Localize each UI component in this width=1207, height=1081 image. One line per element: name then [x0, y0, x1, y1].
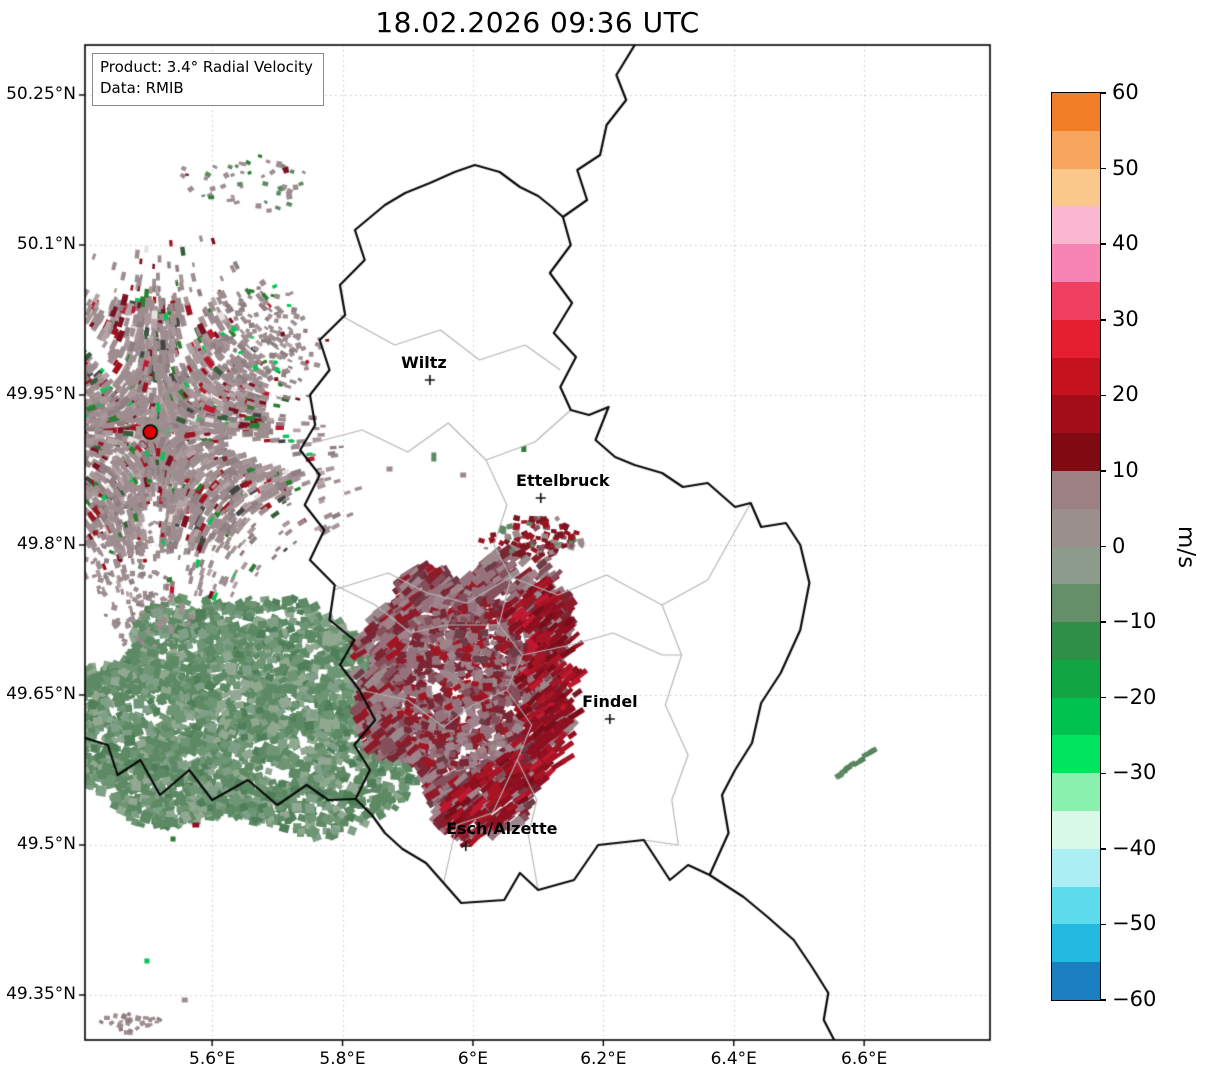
figure-title: 18.02.2026 09:36 UTC — [375, 6, 700, 39]
product-label: Product: 3.4° Radial Velocity — [100, 58, 313, 76]
data-source-label: Data: RMIB — [100, 79, 184, 98]
product-info-box: Product: 3.4° Radial Velocity Data: RMIB — [92, 53, 324, 106]
